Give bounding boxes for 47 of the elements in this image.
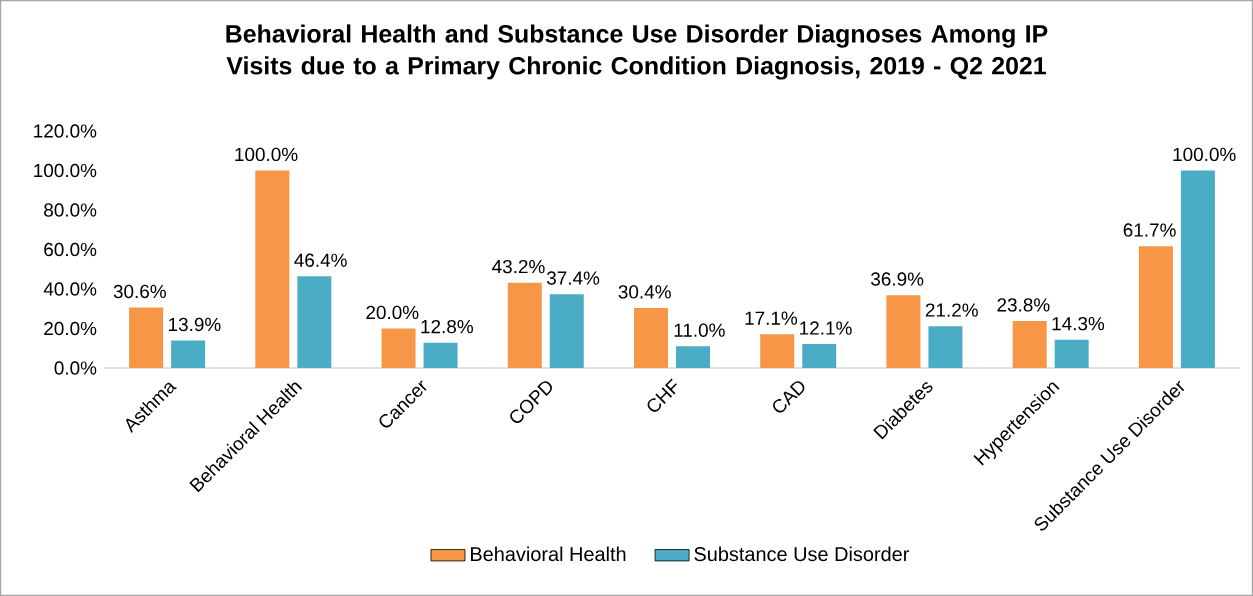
y-tick-label: 80.0% xyxy=(44,203,97,217)
bar xyxy=(381,328,416,368)
data-label: 17.1% xyxy=(745,311,798,325)
legend-label: Behavioral Health xyxy=(471,546,626,562)
bar xyxy=(1180,170,1215,368)
y-tick-label: 20.0% xyxy=(44,321,97,336)
legend-label: Substance Use Disorder xyxy=(694,546,910,562)
bar xyxy=(423,342,458,368)
bar xyxy=(1138,246,1173,368)
y-tick-label: 100.0% xyxy=(34,163,97,178)
y-tick-label: 0.0% xyxy=(54,361,97,375)
bar xyxy=(760,334,795,368)
data-label: 43.2% xyxy=(492,259,545,274)
y-tick-label: 60.0% xyxy=(44,242,97,257)
chart-title: Behavioral Health and Substance Use Disorder Diagnoses Among IP Visits due to a Primary Chronic Condition Diagnosis, 2019 - Q2 2021 xyxy=(226,24,1048,80)
y-tick-label: 120.0% xyxy=(34,124,97,138)
data-label: 13.9% xyxy=(169,317,221,332)
bar xyxy=(886,295,921,368)
bar xyxy=(634,307,668,368)
bar xyxy=(171,340,206,368)
data-label: 23.8% xyxy=(997,298,1050,312)
bar xyxy=(928,326,963,368)
data-label: 100.0% xyxy=(1173,147,1236,162)
data-label: 37.4% xyxy=(546,271,600,285)
data-label: 36.9% xyxy=(871,272,924,286)
data-label: 46.4% xyxy=(294,253,347,267)
bar xyxy=(297,276,332,368)
y-tick-label: 40.0% xyxy=(43,282,97,296)
data-label: 14.3% xyxy=(1052,316,1105,331)
bar xyxy=(129,307,164,368)
bar xyxy=(1054,339,1089,368)
data-label: 11.0% xyxy=(674,323,725,337)
x-tick-label: CAD xyxy=(773,381,805,413)
data-label: 21.2% xyxy=(925,303,978,317)
data-label: 61.7% xyxy=(1123,223,1176,237)
bar xyxy=(255,170,290,368)
data-label: 100.0% xyxy=(235,147,298,162)
data-label: 30.6% xyxy=(113,284,166,299)
bar xyxy=(507,282,542,368)
bar xyxy=(549,294,584,368)
bar xyxy=(676,346,710,368)
bar xyxy=(1012,320,1047,368)
data-label: 30.4% xyxy=(618,285,671,299)
data-label: 12.1% xyxy=(800,321,852,335)
data-label: 20.0% xyxy=(366,305,419,320)
bar xyxy=(802,344,837,368)
data-label: 12.8% xyxy=(421,319,474,334)
